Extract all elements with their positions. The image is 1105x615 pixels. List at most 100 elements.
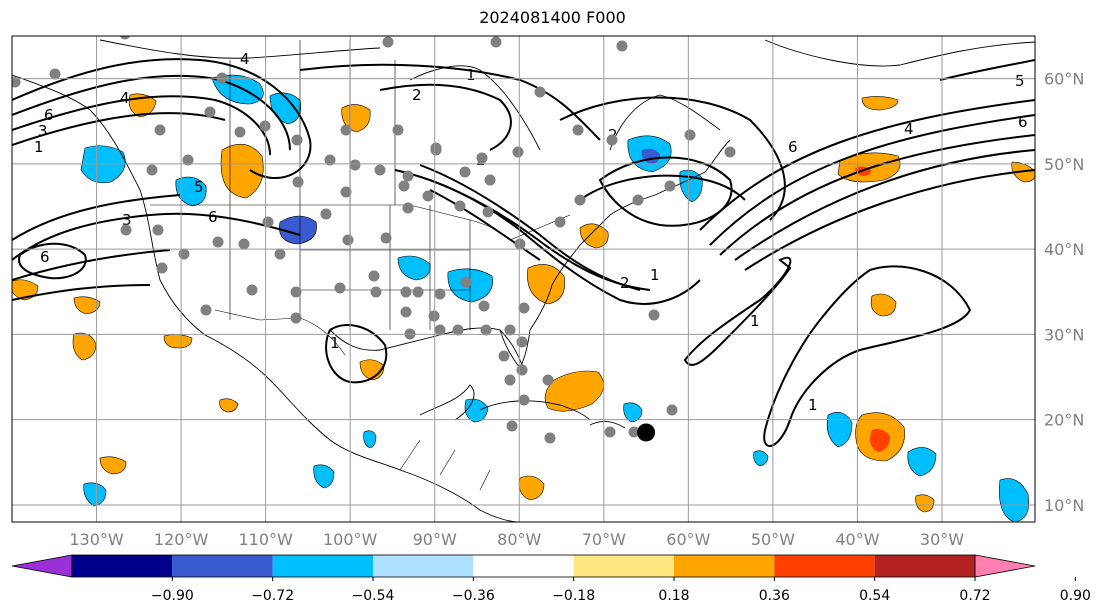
contour-line xyxy=(699,99,1035,231)
station-dot xyxy=(182,154,194,166)
shade-blob xyxy=(544,370,605,412)
contour-label: 1 xyxy=(750,312,760,330)
station-dot xyxy=(178,248,190,260)
colorbar-tick-label: −0.36 xyxy=(452,588,495,604)
station-dot xyxy=(684,129,696,141)
station-dot xyxy=(478,300,490,312)
station-dot xyxy=(434,288,446,300)
shade-blob xyxy=(220,143,264,199)
colorbar-extend-low xyxy=(11,554,73,578)
shade-blob xyxy=(341,104,371,133)
station-dot xyxy=(292,176,304,188)
station-markers xyxy=(12,36,736,444)
lat-tick-label: 30°N xyxy=(1044,325,1084,344)
colorbar-tick-label: 0.36 xyxy=(759,588,790,604)
station-dot xyxy=(154,124,166,136)
colorbar-segment xyxy=(272,555,373,577)
map-frame xyxy=(11,35,1036,523)
contour-line xyxy=(429,179,651,291)
station-dot xyxy=(664,180,676,192)
station-dot xyxy=(604,426,616,438)
contour-label: 4 xyxy=(240,50,250,68)
lon-tick-label: 30°W xyxy=(920,530,964,549)
shade-blob xyxy=(397,255,431,281)
station-dot xyxy=(490,36,502,48)
shade-blob xyxy=(861,96,899,111)
station-dot xyxy=(291,134,303,146)
station-dot xyxy=(648,309,660,321)
contour-line xyxy=(719,134,1035,256)
station-dot xyxy=(516,364,528,376)
station-dot xyxy=(204,106,216,118)
station-dot xyxy=(370,286,382,298)
shade-blob xyxy=(175,176,207,207)
colorbar-tick-label: 0.54 xyxy=(859,588,890,604)
station-dot xyxy=(412,286,424,298)
station-dot xyxy=(454,200,466,212)
colorbar-tick-label: 0.18 xyxy=(658,588,689,604)
colorbar-segment xyxy=(473,555,574,577)
station-dot xyxy=(12,76,21,88)
station-dot xyxy=(574,194,586,206)
lon-tick-label: 60°W xyxy=(666,530,710,549)
longitude-tick-labels: 130°W 120°W 110°W 100°W 90°W 80°W 70°W 60°W 50°W… xyxy=(69,530,964,549)
colorbar-segment xyxy=(573,555,674,577)
lon-tick-label: 110°W xyxy=(238,530,293,549)
lon-tick-label: 90°W xyxy=(413,530,457,549)
station-dot xyxy=(262,216,274,228)
coastline-hispaniola xyxy=(589,421,626,429)
colorbar-extend-high xyxy=(974,554,1036,578)
lon-tick-label: 120°W xyxy=(154,530,209,549)
station-dot xyxy=(392,124,404,136)
contour-label: 5 xyxy=(1015,72,1025,90)
contour-label: 1 xyxy=(330,334,340,352)
station-dot xyxy=(460,276,472,288)
colorbar-tick-label: −0.90 xyxy=(151,588,194,604)
station-dot xyxy=(482,206,494,218)
shade-blob xyxy=(870,428,890,452)
station-dot xyxy=(200,304,212,316)
graticule xyxy=(12,36,1035,522)
station-dot xyxy=(434,324,446,336)
lon-tick-label: 40°W xyxy=(835,530,879,549)
station-dot xyxy=(340,186,352,198)
contour-label: 6 xyxy=(1018,113,1028,131)
station-dot xyxy=(480,324,492,336)
shade-blob xyxy=(623,402,643,423)
station-dot xyxy=(320,208,332,220)
station-dot xyxy=(514,238,526,250)
station-dot xyxy=(484,174,496,186)
station-dot xyxy=(342,234,354,246)
coastline-yucatan xyxy=(419,384,475,421)
station-dot xyxy=(572,124,584,136)
station-dot xyxy=(422,190,434,202)
contour-line xyxy=(559,96,786,221)
station-dot xyxy=(290,312,302,324)
colorbar-segment xyxy=(373,555,474,577)
station-dot xyxy=(616,40,628,52)
station-dot xyxy=(632,194,644,206)
coastline-east xyxy=(529,139,731,331)
contour-line xyxy=(12,284,151,301)
station-dot xyxy=(542,374,554,386)
station-dot xyxy=(402,202,414,214)
station-dot xyxy=(666,404,678,416)
contour-label: 2 xyxy=(412,86,422,104)
shade-blob xyxy=(753,450,769,467)
station-dot xyxy=(516,336,528,348)
lat-tick-label: 10°N xyxy=(1044,496,1084,515)
station-dot xyxy=(428,310,440,322)
contour-label: 1 xyxy=(808,396,818,414)
colorbar-tick-label: −0.54 xyxy=(352,588,395,604)
map-title: 2024081400 F000 xyxy=(479,8,626,27)
colorbar-tick-label: 0.90 xyxy=(1060,588,1091,604)
colorbar-segment xyxy=(674,555,775,577)
station-dot xyxy=(368,270,380,282)
contour-line xyxy=(579,174,746,201)
station-dot xyxy=(152,224,164,236)
station-dot xyxy=(430,142,442,154)
station-dot xyxy=(400,286,412,298)
contour-line xyxy=(744,169,1035,271)
station-dot xyxy=(628,426,640,438)
